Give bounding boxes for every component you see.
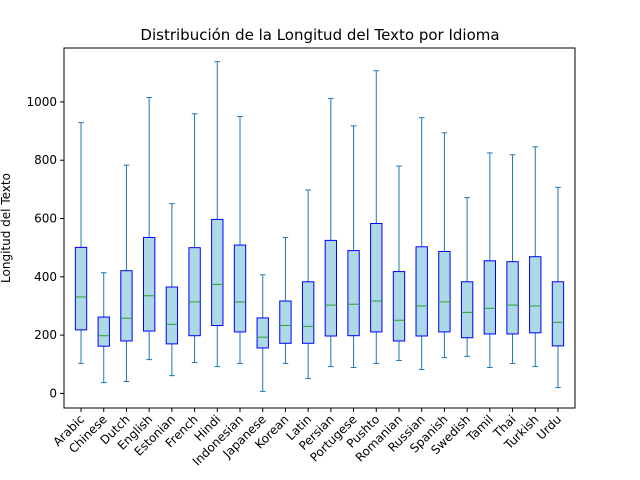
box-indonesian <box>233 244 247 333</box>
box-latin <box>301 281 315 344</box>
box-arabic <box>74 246 88 331</box>
box-pushto <box>370 222 383 333</box>
plot-frame <box>63 47 576 409</box>
box-hindi <box>211 218 224 327</box>
y-axis-label: Longitud del Texto <box>0 173 13 283</box>
box-russian <box>415 246 428 337</box>
y-tick-label: 600 <box>34 212 57 226</box>
y-tick-label: 800 <box>34 153 57 167</box>
box-dutch <box>120 270 133 342</box>
box-turkish <box>529 256 542 334</box>
box-tamil <box>483 260 497 335</box>
box-urdu <box>551 281 565 347</box>
box-thai <box>506 261 519 335</box>
chart-title: Distribución de la Longitud del Texto po… <box>140 26 499 44</box>
box-japanese <box>256 317 269 349</box>
box-english <box>142 236 156 332</box>
box-persian <box>324 239 338 337</box>
box-estonian <box>165 286 179 345</box>
box-romanian <box>392 271 406 342</box>
y-tick-label: 0 <box>49 386 57 400</box>
box-portugese <box>347 250 360 337</box>
box-spanish <box>438 250 451 333</box>
box-chinese <box>97 316 110 347</box>
box-korean <box>279 300 292 344</box>
y-tick-label: 200 <box>34 328 57 342</box>
box-french <box>188 247 201 337</box>
y-tick-label: 400 <box>34 270 57 284</box>
box-swedish <box>460 281 474 339</box>
y-tick-label: 1000 <box>26 95 57 109</box>
